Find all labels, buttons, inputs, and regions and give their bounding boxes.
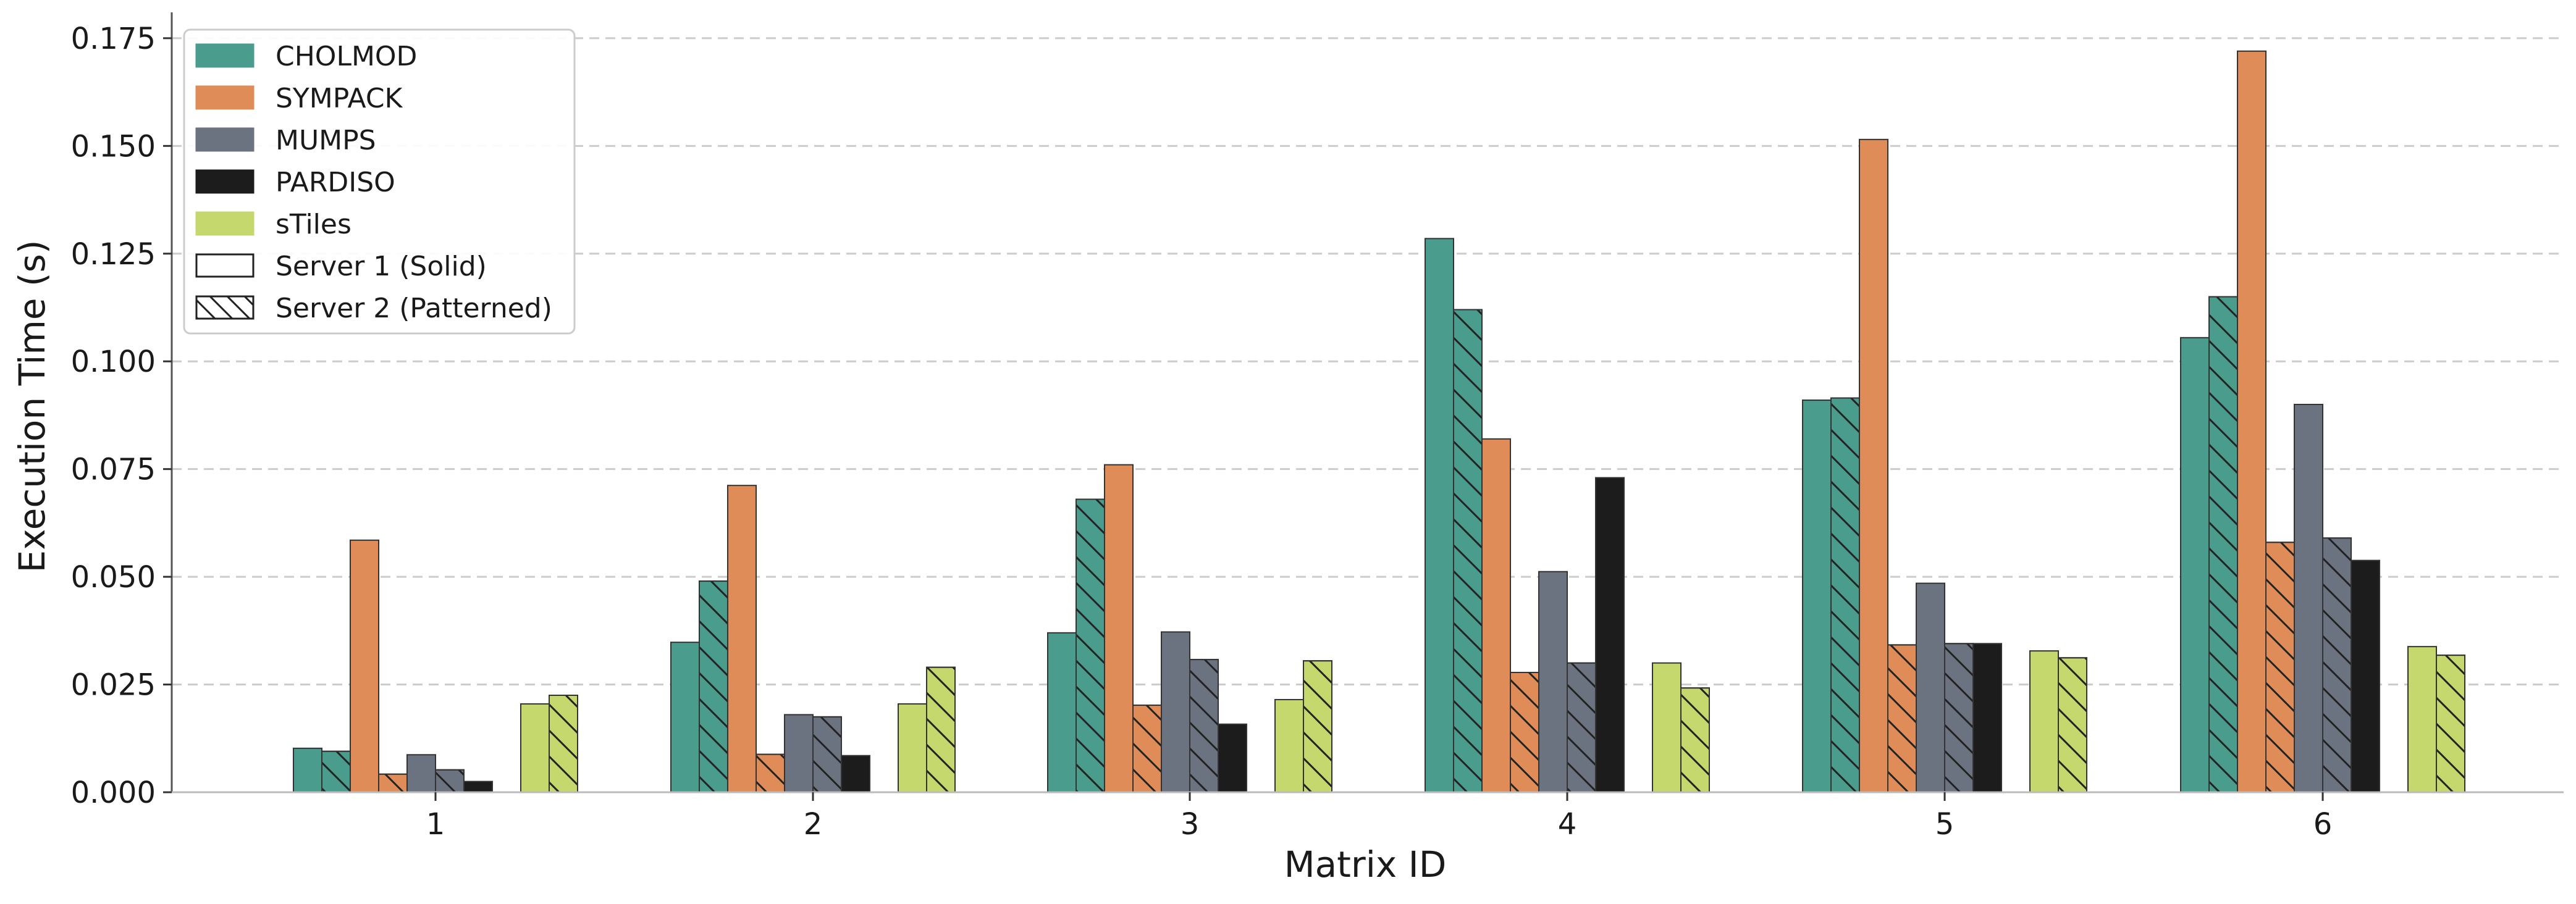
sympack-server2-bar-hatch <box>378 773 408 793</box>
stiles-server1-bar <box>520 703 550 793</box>
grid-lines <box>172 37 2564 686</box>
axes <box>170 12 2564 793</box>
legend-swatch-hatch-server-2-patterned <box>195 295 255 320</box>
stiles-server1-bar <box>1274 698 1304 793</box>
pardiso-server1-bar <box>463 781 493 793</box>
mumps-server1-bar <box>1916 582 1945 793</box>
sympack-server1-bar <box>2237 50 2267 793</box>
x-tick-label: 4 <box>1558 807 1577 842</box>
cholmod-server1-bar <box>1047 632 1077 793</box>
sympack-server2-bar-hatch <box>2265 542 2295 793</box>
legend-label-pardiso: PARDISO <box>276 167 395 198</box>
y-tick-label: 0.075 <box>71 453 156 487</box>
legend-swatch-stiles <box>195 211 255 236</box>
sympack-server1-bar <box>350 539 379 793</box>
y-axis-title: Execution Time (s) <box>11 240 53 573</box>
stiles-server2-bar-hatch <box>2436 655 2465 793</box>
x-tick-label: 5 <box>1935 807 1955 842</box>
y-tick-label: 0.125 <box>71 237 156 272</box>
mumps-server2-bar-hatch <box>435 769 465 793</box>
mumps-server2-bar-hatch <box>1567 662 1596 793</box>
bars <box>293 50 2465 793</box>
stiles-server1-bar <box>2407 646 2437 793</box>
legend-swatch-cholmod <box>195 43 255 68</box>
stiles-server1-bar <box>898 703 927 793</box>
legend-label-cholmod: CHOLMOD <box>276 41 417 72</box>
legend-label-stiles: sTiles <box>276 209 351 240</box>
x-tick-label: 1 <box>426 807 445 842</box>
sympack-server1-bar <box>1481 438 1511 793</box>
sympack-server2-bar-hatch <box>1887 644 1917 793</box>
mumps-server2-bar-hatch <box>812 716 842 793</box>
legend-swatch-pardiso <box>195 169 255 194</box>
legend-label-sympack: SYMPACK <box>276 83 403 114</box>
y-tick-label: 0.150 <box>71 129 156 164</box>
mumps-server2-bar-hatch <box>1944 643 1974 793</box>
x-tick-label: 3 <box>1181 807 1200 842</box>
pardiso-server1-bar <box>1218 723 1247 793</box>
stiles-server2-bar-hatch <box>1680 687 1710 793</box>
legend: CHOLMOD SYMPACK MUMPS PARDISO sTiles Server 1… <box>183 28 576 335</box>
cholmod-server1-bar <box>293 747 322 793</box>
pardiso-server1-bar <box>2351 559 2380 793</box>
sympack-server2-bar-hatch <box>1132 705 1162 793</box>
stiles-server2-bar-hatch <box>2058 657 2087 793</box>
legend-label-mumps: MUMPS <box>276 125 376 156</box>
stiles-server1-bar <box>1652 662 1682 793</box>
y-tick-label: 0.025 <box>71 668 156 703</box>
cholmod-server1-bar <box>1802 400 1832 793</box>
sympack-server1-bar <box>1104 464 1134 793</box>
cholmod-server1-bar <box>2180 337 2210 793</box>
legend-swatch-mumps <box>195 127 255 152</box>
legend-label-server-2-patterned: Server 2 (Patterned) <box>276 293 552 324</box>
mumps-server1-bar <box>1538 571 1568 793</box>
y-tick-label: 0.175 <box>71 22 156 56</box>
y-tick-label: 0.100 <box>71 345 156 379</box>
cholmod-server1-bar <box>1425 238 1454 793</box>
sympack-server2-bar-hatch <box>1510 672 1539 793</box>
cholmod-server2-bar-hatch <box>1830 397 1860 793</box>
sympack-server1-bar <box>727 485 757 793</box>
cholmod-server2-bar-hatch <box>1075 498 1105 793</box>
pardiso-server1-bar <box>841 755 870 793</box>
tick-labels: 0.000 0.025 0.050 0.075 0.100 0.125 0.150 0.175… <box>71 22 2333 842</box>
legend-swatch-server-1-solid <box>195 253 255 278</box>
mumps-server2-bar-hatch <box>1189 659 1219 793</box>
stiles-server2-bar-hatch <box>926 666 956 793</box>
mumps-server2-bar-hatch <box>2322 537 2352 793</box>
legend-label-server-1-solid: Server 1 (Solid) <box>276 251 487 282</box>
cholmod-server1-bar <box>670 642 700 793</box>
x-tick-label: 2 <box>804 807 823 842</box>
mumps-server1-bar <box>2294 403 2323 793</box>
cholmod-server2-bar-hatch <box>699 580 728 793</box>
y-tick-label: 0.050 <box>71 560 156 595</box>
x-axis-title: Matrix ID <box>1284 843 1447 885</box>
cholmod-server2-bar-hatch <box>2208 296 2238 793</box>
stiles-server2-bar-hatch <box>1303 660 1332 793</box>
sympack-server1-bar <box>1859 138 1888 793</box>
stiles-server1-bar <box>2029 650 2059 793</box>
pardiso-server1-bar <box>1595 477 1625 793</box>
legend-box <box>183 28 576 335</box>
pardiso-server1-bar <box>1972 643 2002 793</box>
legend-swatch-sympack <box>195 85 255 110</box>
mumps-server1-bar <box>784 714 814 793</box>
cholmod-server2-bar-hatch <box>1453 309 1483 793</box>
mumps-server1-bar <box>406 754 436 793</box>
mumps-server1-bar <box>1161 631 1190 793</box>
stiles-server2-bar-hatch <box>549 694 578 793</box>
y-tick-label: 0.000 <box>71 776 156 810</box>
x-tick-label: 6 <box>2313 807 2333 842</box>
cholmod-server2-bar-hatch <box>321 750 351 793</box>
sympack-server2-bar-hatch <box>756 753 785 793</box>
